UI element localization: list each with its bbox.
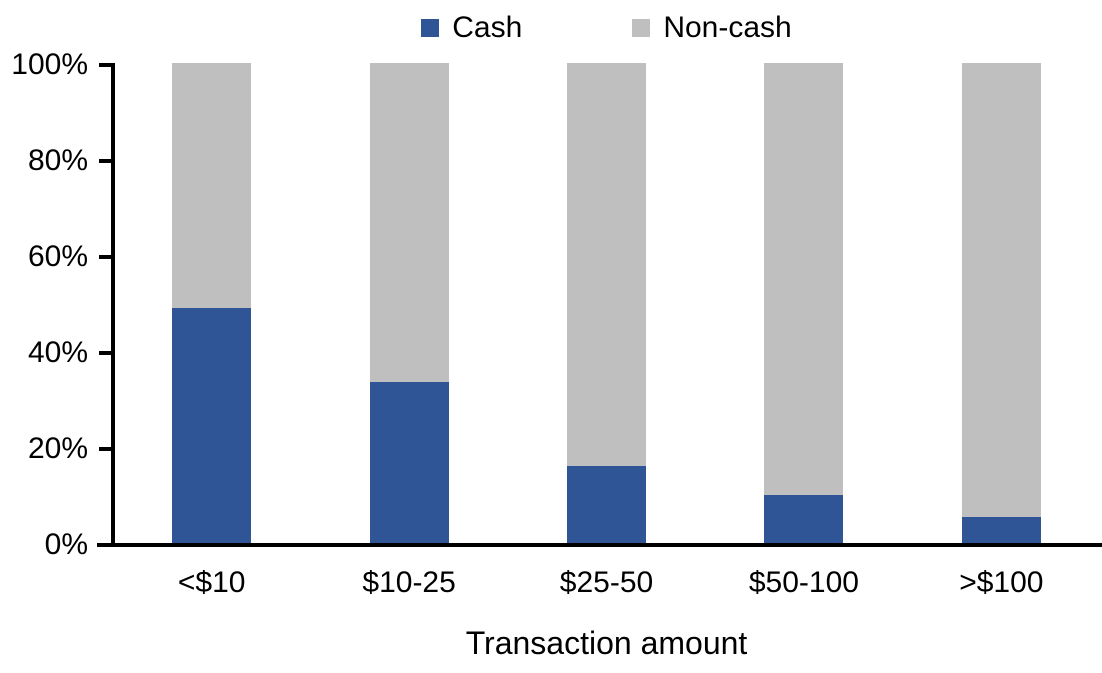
bar-slot-2 xyxy=(508,63,705,543)
x-axis-line xyxy=(97,543,1102,547)
plot-area xyxy=(113,63,1100,543)
legend-item-non-cash: Non-cash xyxy=(632,10,792,46)
y-axis-tick-label: 20% xyxy=(27,432,88,465)
bar-segment-cash xyxy=(369,382,449,543)
y-axis-tick-label: 0% xyxy=(44,528,88,561)
y-axis-tick xyxy=(99,351,113,355)
y-axis-tick-label: 60% xyxy=(27,240,88,273)
bar-slot-0 xyxy=(113,63,310,543)
bar-slot-3 xyxy=(705,63,902,543)
legend-label: Non-cash xyxy=(663,11,792,44)
bar--100 xyxy=(961,63,1041,543)
y-axis-tick xyxy=(99,255,113,259)
x-axis-title: Transaction amount xyxy=(465,625,748,661)
y-axis-tick-label: 40% xyxy=(27,336,88,369)
legend-item-cash: Cash xyxy=(421,10,522,46)
x-axis-tick-label: $10-25 xyxy=(362,566,456,599)
bar--10-25 xyxy=(369,63,449,543)
bar--10 xyxy=(172,63,252,543)
bar-segment-cash xyxy=(764,495,844,543)
x-axis-tick-label: >$100 xyxy=(959,566,1044,599)
y-axis-tick-label: 100% xyxy=(11,48,88,81)
bar-segment-cash xyxy=(567,466,647,543)
bar-segment-non-cash xyxy=(961,63,1041,517)
chart-legend: Cash Non-cash xyxy=(113,10,1100,46)
y-axis-tick-label: 80% xyxy=(27,144,88,177)
bar-slot-1 xyxy=(310,63,507,543)
bar--25-50 xyxy=(567,63,647,543)
legend-swatch-icon xyxy=(421,19,440,37)
bar-segment-cash xyxy=(172,307,252,543)
bar-segment-non-cash xyxy=(172,63,252,308)
y-axis-tick xyxy=(99,159,113,163)
bar-slot-4 xyxy=(903,63,1100,543)
y-axis-tick xyxy=(99,447,113,451)
bar-segment-non-cash xyxy=(764,63,844,495)
y-axis-tick xyxy=(99,63,113,67)
x-axis-tick-labels: <$10 $10-25 $25-50 $50-100 >$100 xyxy=(113,566,1100,600)
x-axis-tick-label: $25-50 xyxy=(559,566,654,599)
bar-segment-non-cash xyxy=(369,63,449,383)
y-axis-line xyxy=(111,63,115,547)
bar--50-100 xyxy=(764,63,844,543)
legend-label: Cash xyxy=(452,11,523,44)
legend-swatch-icon xyxy=(632,19,651,37)
x-axis-tick-label: <$10 xyxy=(177,566,246,599)
x-axis-tick-label: $50-100 xyxy=(748,566,859,599)
bar-segment-non-cash xyxy=(567,63,647,467)
bar-segment-cash xyxy=(961,516,1041,543)
